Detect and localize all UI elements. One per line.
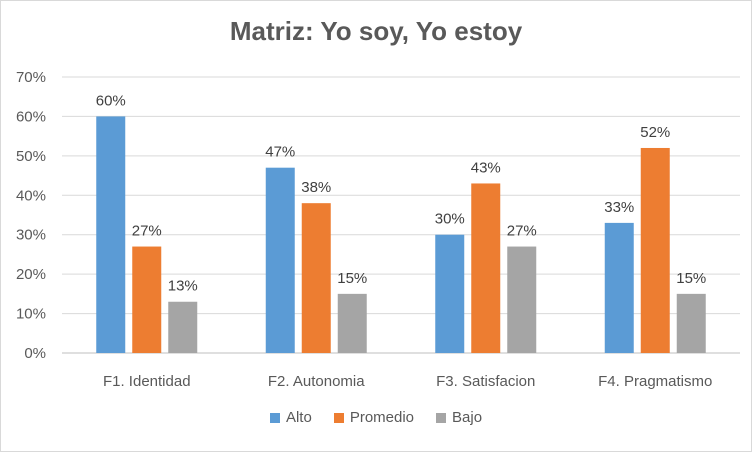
x-category-label: F4. Pragmatismo: [598, 373, 712, 390]
data-label: 15%: [337, 270, 367, 287]
bar-bajo-3: [507, 246, 537, 353]
legend-label: Alto: [285, 409, 312, 426]
y-tick-label: 60%: [16, 108, 46, 125]
bar-promedio-2: [301, 203, 331, 353]
data-label: 52%: [640, 124, 670, 141]
data-label: 33%: [604, 199, 634, 216]
bar-bajo-1: [168, 301, 198, 353]
y-tick-label: 10%: [16, 306, 46, 323]
bar-promedio-1: [132, 246, 162, 353]
data-label: 27%: [507, 223, 537, 240]
y-tick-label: 70%: [16, 69, 46, 86]
chart-title: Matriz: Yo soy, Yo estoy: [229, 16, 523, 46]
legend-item-bajo: Bajo: [436, 409, 482, 426]
legend-label: Promedio: [349, 409, 415, 426]
data-label: 60%: [96, 92, 126, 109]
bar-promedio-4: [640, 147, 670, 353]
legend-swatch: [436, 412, 447, 423]
legend-item-alto: Alto: [269, 409, 312, 426]
y-tick-label: 20%: [16, 266, 46, 283]
data-label: 43%: [471, 159, 501, 176]
legend-label: Bajo: [452, 409, 483, 426]
legend-item-promedio: Promedio: [333, 409, 415, 426]
bar-alto-2: [265, 167, 295, 353]
data-label: 30%: [435, 211, 465, 228]
bar-alto-3: [435, 234, 465, 353]
bar-alto-1: [96, 116, 126, 353]
legend-swatch: [269, 412, 280, 423]
x-category-label: F1. Identidad: [103, 373, 191, 390]
data-label: 38%: [301, 179, 331, 196]
legend-swatch: [333, 412, 344, 423]
bar-bajo-4: [676, 293, 706, 353]
y-tick-label: 40%: [16, 187, 46, 204]
data-label: 13%: [168, 278, 198, 295]
x-category-label: F2. Autonomia: [268, 373, 365, 390]
y-tick-label: 50%: [16, 148, 46, 165]
chart-legend: Alto Promedio Bajo: [0, 409, 752, 426]
bar-alto-4: [604, 222, 634, 353]
bar-promedio-3: [471, 183, 501, 353]
data-label: 27%: [132, 223, 162, 240]
y-tick-label: 0%: [24, 345, 46, 362]
data-label: 15%: [676, 270, 706, 287]
data-label: 47%: [265, 144, 295, 161]
y-tick-label: 30%: [16, 227, 46, 244]
bar-bajo-2: [337, 293, 367, 353]
x-category-label: F3. Satisfacion: [436, 373, 535, 390]
